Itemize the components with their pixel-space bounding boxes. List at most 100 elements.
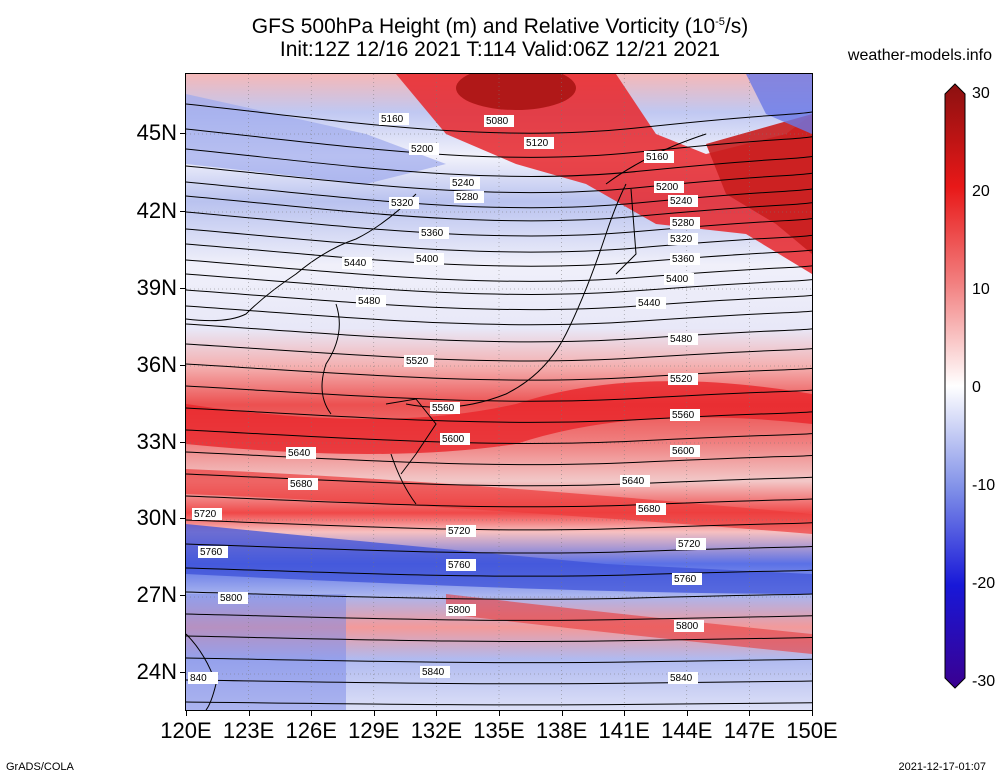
latitude-tick [180,211,185,212]
latitude-tick [180,133,185,134]
contour-label-box [409,143,439,155]
height-contour-line [186,323,812,343]
contour-label-box [430,402,460,414]
contour-label: 5080 [486,116,509,127]
contour-label-box [672,573,702,585]
contour-label: 5160 [381,114,404,125]
height-contour-line [186,103,812,134]
contour-label-box [404,355,434,367]
contour-label-box [636,503,666,515]
map-title-line2: Init:12Z 12/16 2021 T:114 Valid:06Z 12/2… [279,38,721,61]
contour-label: 840 [190,673,207,684]
contour-label-box [198,546,228,558]
contour-label-box [288,478,318,490]
contour-label-box [484,115,514,127]
longitude-label: 150E [786,718,838,743]
footer-software: GrADS/COLA [6,761,74,773]
contour-label-box [446,604,476,616]
contour-label-box [450,177,480,189]
height-contour-line [186,243,812,267]
height-contour-line [186,259,812,282]
contour-label-box [668,672,698,684]
longitude-label: 123E [222,718,275,743]
contour-label-box [670,253,700,265]
height-contour-line [186,679,812,685]
contour-label: 5240 [452,178,475,189]
contour-label: 5680 [638,504,661,515]
height-contour-line [186,343,812,362]
height-contour-line [186,495,812,508]
contour-label: 5520 [670,374,693,385]
contour-label: 5320 [391,198,414,209]
height-contour-line [186,591,812,600]
longitude-label: 132E [410,718,463,743]
contour-label: 5440 [638,298,661,309]
height-contour-line [186,305,812,326]
height-contour-line [186,385,812,402]
latitude-label: 42N [136,198,177,223]
map-title-line1: GFS 500hPa Height (m) and Relative Vorti… [251,15,749,38]
contour-label: 5840 [670,673,693,684]
contour-label-box [188,672,218,684]
contour-label: 5800 [448,605,471,616]
contour-labels: 5080 5120 5160 5160 5200 5200 5240 5240 5280 5280… [188,113,706,684]
contour-label: 5760 [448,560,471,571]
southern-positive-vorticity-band [186,469,812,534]
contour-label: 5720 [194,509,217,520]
contour-label: 5720 [448,526,471,537]
contour-label: 5560 [432,403,455,414]
longitude-tick [373,711,375,716]
contour-label: 5200 [656,182,679,193]
contour-label-box [379,113,409,125]
height-contour-line [186,363,812,381]
contour-label-box [440,433,470,445]
height-contour-line [186,181,812,209]
contour-label-box [454,191,484,203]
latitude-tick [180,288,185,289]
latitude-label: 36N [136,352,177,377]
height-contour-line [186,701,812,706]
colorbar-label: -20 [972,575,996,592]
latitude-tick [180,442,185,443]
contour-label: 5600 [442,434,465,445]
contour-label-box [676,538,706,550]
northeast-negative-vorticity [746,74,812,134]
contour-label-box [644,151,674,163]
longitude-label: 135E [473,718,525,743]
longitude-label: 147E [723,718,776,743]
contour-label: 5360 [421,228,444,239]
colorbar-label: 0 [972,379,981,396]
height-contour-line [186,165,812,194]
longitude-label: 129E [348,718,400,743]
height-contour-line [186,273,812,295]
colorbar-label: -10 [972,477,996,494]
contour-label: 5200 [411,144,434,155]
longitude-tick [686,711,688,716]
longitude-tick [248,711,250,716]
footer-timestamp: 2021-12-17-01:07 [898,761,986,773]
longitude-label: 141E [598,718,650,743]
contour-label: 5600 [672,446,695,457]
colorbar-label: 30 [972,85,990,102]
height-contour-line [186,407,812,423]
height-contour-line [186,635,812,643]
contour-label: 5240 [670,196,693,207]
contour-label-box [668,373,698,385]
contour-label: 5280 [672,218,695,229]
height-contours [186,103,812,706]
contour-label-box [420,666,450,678]
contour-label-box [668,233,698,245]
trough-core-vorticity [456,74,576,110]
contour-label: 5360 [672,254,695,265]
latitude-tick [180,672,185,673]
contour-label: 5720 [678,539,701,550]
longitude-tick [436,711,438,716]
contour-label-box [670,217,700,229]
longitude-tick [812,711,813,716]
contour-label: 5680 [290,479,313,490]
colorbar-label: -30 [972,673,996,690]
contour-label-box [524,137,554,149]
latitude-label: 30N [136,505,177,530]
contour-label: 5120 [526,138,549,149]
contour-label: 5520 [406,356,429,367]
